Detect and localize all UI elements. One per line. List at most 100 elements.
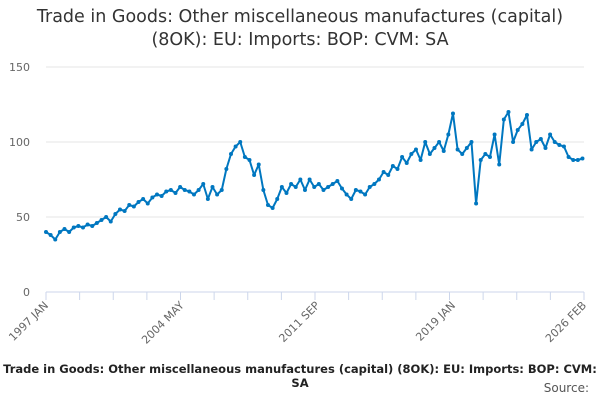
data-point xyxy=(57,230,62,234)
data-point xyxy=(312,185,317,189)
data-point xyxy=(145,201,150,206)
data-point xyxy=(460,152,465,156)
data-point xyxy=(302,188,307,192)
data-point xyxy=(289,182,294,186)
data-point xyxy=(76,224,81,228)
y-tick-label: 100 xyxy=(9,136,30,149)
data-point xyxy=(534,140,539,144)
data-point xyxy=(131,204,136,209)
x-tick-label: 2019 JAN xyxy=(413,299,458,344)
data-point xyxy=(418,158,423,162)
data-point xyxy=(261,188,266,192)
data-point xyxy=(571,158,576,162)
data-point xyxy=(543,146,548,150)
data-point xyxy=(575,158,580,162)
data-point xyxy=(363,192,368,197)
data-point xyxy=(219,188,224,192)
x-tick-label: 2026 FEB xyxy=(543,299,589,345)
data-point xyxy=(224,167,229,171)
data-point xyxy=(478,158,483,162)
data-point xyxy=(511,140,516,144)
y-tick-label: 50 xyxy=(16,211,30,224)
data-point xyxy=(520,122,525,126)
data-point xyxy=(215,192,220,197)
data-point xyxy=(284,191,289,195)
data-point xyxy=(279,185,284,189)
data-point xyxy=(339,186,344,191)
data-point xyxy=(242,155,247,159)
data-point xyxy=(205,197,210,201)
data-point xyxy=(474,201,479,206)
data-point xyxy=(358,189,363,194)
data-point xyxy=(413,147,418,152)
data-point xyxy=(515,128,520,132)
data-point xyxy=(187,189,192,194)
data-point xyxy=(270,206,275,210)
data-point xyxy=(538,137,543,141)
data-point xyxy=(228,152,233,156)
data-point xyxy=(501,117,506,122)
data-point xyxy=(432,146,437,150)
data-point xyxy=(80,225,85,230)
data-point xyxy=(487,155,492,159)
data-point xyxy=(71,225,76,230)
data-point xyxy=(330,182,335,186)
data-point xyxy=(48,233,53,237)
data-point xyxy=(307,177,312,182)
data-point xyxy=(557,143,562,147)
data-point xyxy=(122,209,127,213)
y-tick-label: 0 xyxy=(23,286,30,299)
data-point xyxy=(423,140,428,144)
data-point xyxy=(395,167,400,171)
data-point xyxy=(256,162,261,167)
chart-title-line1: Trade in Goods: Other miscellaneous manu… xyxy=(36,7,564,27)
data-point xyxy=(117,207,122,212)
data-point xyxy=(326,185,331,189)
data-point xyxy=(168,188,173,192)
data-point xyxy=(437,140,442,144)
data-point xyxy=(404,161,409,165)
data-point xyxy=(381,170,386,174)
data-point xyxy=(298,177,303,182)
data-point xyxy=(164,189,169,194)
data-point xyxy=(104,215,109,219)
data-point xyxy=(173,191,178,195)
data-point xyxy=(492,132,497,137)
data-point xyxy=(344,192,349,197)
data-point xyxy=(178,185,183,189)
data-point xyxy=(141,197,146,201)
y-tick-label: 150 xyxy=(9,61,30,74)
source-label: Source: xyxy=(543,381,589,395)
series-line xyxy=(45,111,583,241)
data-point xyxy=(409,152,414,156)
data-point xyxy=(113,212,118,216)
data-point xyxy=(293,185,298,189)
chart-caption: Trade in Goods: Other miscellaneous manu… xyxy=(3,362,597,390)
data-point xyxy=(349,197,354,201)
data-point xyxy=(275,197,280,201)
data-point xyxy=(94,221,99,225)
data-point xyxy=(99,218,104,222)
data-point xyxy=(483,152,488,156)
data-point xyxy=(552,140,557,144)
data-point xyxy=(265,203,270,207)
data-point xyxy=(191,192,196,197)
data-point xyxy=(506,110,511,114)
data-point xyxy=(247,158,252,162)
data-point xyxy=(108,219,113,224)
data-point xyxy=(44,230,48,234)
data-point xyxy=(390,164,395,168)
data-point xyxy=(580,156,585,161)
data-point xyxy=(85,222,90,227)
data-point xyxy=(427,152,432,156)
data-point xyxy=(446,132,451,137)
data-point xyxy=(367,185,372,189)
data-point xyxy=(321,188,326,192)
chart-title-line2: (8OK): EU: Imports: BOP: CVM: SA xyxy=(151,30,449,50)
data-point xyxy=(455,147,460,152)
data-point xyxy=(386,173,391,177)
data-point xyxy=(400,155,405,159)
data-point xyxy=(450,111,455,116)
x-tick-label: 2004 MAY xyxy=(139,299,187,347)
